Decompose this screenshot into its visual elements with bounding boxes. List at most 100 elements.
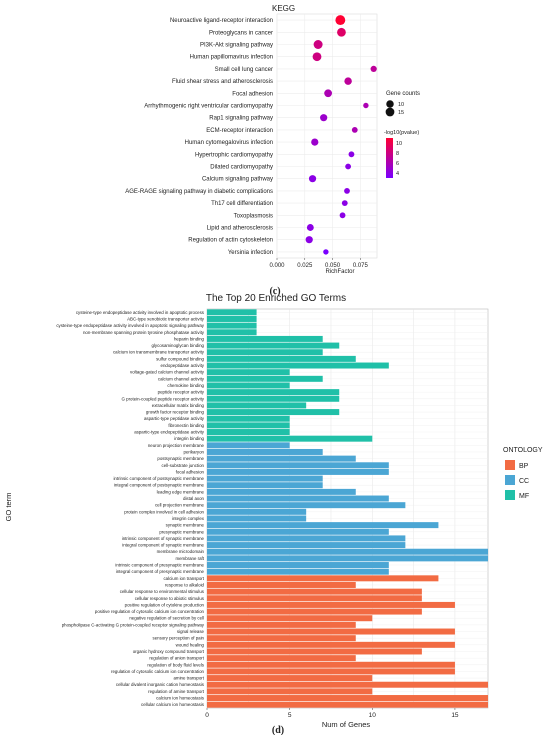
kegg-point xyxy=(311,138,319,146)
go-x-tick-label: 5 xyxy=(288,712,292,719)
go-bar xyxy=(207,555,488,562)
pvalue-colorbar-tick-label: 4 xyxy=(396,171,399,177)
go-term-label: calcium ion transmembrane transporter ac… xyxy=(113,350,205,355)
kegg-title: KEGG xyxy=(272,4,295,13)
go-bar xyxy=(207,409,340,416)
go-bar xyxy=(207,502,406,509)
pvalue-colorbar-tick-label: 6 xyxy=(396,161,399,167)
go-bar xyxy=(207,488,356,495)
ontology-legend: ONTOLOGY BP CC MF xyxy=(503,447,543,500)
go-term-label: cysteine-type endopeptidase activity inv… xyxy=(76,310,205,315)
go-bar xyxy=(207,548,488,555)
go-title: The Top 20 Enriched GO Terms xyxy=(206,293,346,304)
go-term-label: amine transport xyxy=(173,676,204,681)
kegg-pathway-label: Lipid and atherosclerosis xyxy=(207,226,273,232)
go-bar xyxy=(207,568,389,575)
go-bar xyxy=(207,382,290,389)
kegg-x-axis-label: RichFactor xyxy=(325,269,354,275)
go-bar xyxy=(207,329,257,336)
go-term-label: endopeptidase activity xyxy=(161,363,205,368)
go-term-label: intrinsic component of presynaptic membr… xyxy=(115,563,204,568)
go-term-label: distal axon xyxy=(183,496,205,501)
go-bar xyxy=(207,675,373,682)
kegg-x-tick-label: 0.025 xyxy=(297,263,313,269)
go-term-label: ABC-type xenobiotic transporter activity xyxy=(127,316,205,321)
go-bar xyxy=(207,309,257,316)
ontology-legend-swatch xyxy=(505,460,515,470)
go-term-label: cellular response to environmental stimu… xyxy=(120,589,205,594)
pvalue-colorbar-tick-label: 10 xyxy=(396,141,402,147)
ontology-legend-swatch xyxy=(505,475,515,485)
kegg-pathway-label: Regulation of actin cytoskeleton xyxy=(188,238,273,244)
go-bar xyxy=(207,495,389,502)
kegg-point xyxy=(339,212,346,219)
go-term-label: glycosaminoglycan binding xyxy=(152,343,205,348)
kegg-pathway-label: ECM-receptor interaction xyxy=(206,128,273,134)
go-term-label: peptide receptor activity xyxy=(158,390,205,395)
pvalue-colorbar xyxy=(386,138,393,178)
go-term-label: sensory perception of pain xyxy=(153,636,205,641)
go-term-label: sulfur compound binding xyxy=(156,356,204,361)
go-term-label: aspartic-type peptidase activity xyxy=(144,416,205,421)
panel-c-caption: (c) xyxy=(269,286,280,297)
go-bar xyxy=(207,415,290,422)
kegg-pathway-label: Focal adhesion xyxy=(232,91,273,97)
go-term-label: growth factor receptor binding xyxy=(146,410,205,415)
go-term-label: integrin complex xyxy=(172,516,205,521)
go-plot-panel xyxy=(206,308,489,709)
kegg-pathway-label: Toxoplasmosis xyxy=(234,213,273,219)
kegg-points xyxy=(305,15,377,255)
gene-counts-legend-dot xyxy=(385,107,395,117)
go-bar xyxy=(207,701,488,708)
kegg-pathway-label: Fluid shear stress and atherosclerosis xyxy=(172,79,273,85)
go-term-label: integrin binding xyxy=(174,436,204,441)
go-bar xyxy=(207,322,257,329)
go-bar xyxy=(207,522,439,529)
kegg-x-ticks: 0.000 0.025 0.050 0.075 xyxy=(269,258,369,269)
kegg-pathway-label: PI3K-Akt signaling pathway xyxy=(200,43,273,49)
go-bar xyxy=(207,435,373,442)
go-term-label: intrinsic component of postsynaptic memb… xyxy=(113,476,204,481)
go-term-label: heparin binding xyxy=(174,336,205,341)
go-bar xyxy=(207,575,439,582)
go-bar xyxy=(207,608,422,615)
go-term-label: fibronectin binding xyxy=(168,423,204,428)
go-x-ticks: 0 5 10 15 xyxy=(205,708,459,719)
kegg-pathway-label: Hypertrophic cardiomyopathy xyxy=(195,152,273,158)
kegg-x-tick-label: 0.050 xyxy=(325,263,341,269)
go-bar xyxy=(207,528,389,535)
go-bar xyxy=(207,482,323,489)
go-term-label: G protein-coupled peptide receptor activ… xyxy=(122,396,205,401)
ontology-legend-items: BP CC MF xyxy=(505,460,529,500)
gene-counts-legend-dot xyxy=(386,100,394,108)
kegg-point xyxy=(370,65,377,73)
kegg-pathway-label: Yersinia infection xyxy=(228,250,273,256)
go-bar xyxy=(207,369,290,376)
go-bar xyxy=(207,355,356,362)
go-bar xyxy=(207,542,406,549)
go-bar xyxy=(207,389,340,396)
go-bar xyxy=(207,668,455,675)
kegg-pathway-label: Th17 cell differentiation xyxy=(211,201,273,207)
go-bar xyxy=(207,395,340,402)
go-bar xyxy=(207,588,422,595)
kegg-point xyxy=(320,114,328,122)
pvalue-colorbar-ticks: 10 8 6 4 xyxy=(396,141,402,177)
go-x-tick-label: 15 xyxy=(451,712,459,719)
go-bar xyxy=(207,628,455,635)
go-bar xyxy=(207,455,356,462)
kegg-point xyxy=(363,102,369,109)
go-term-labels: cysteine-type endopeptidase activity inv… xyxy=(56,310,204,707)
kegg-point xyxy=(306,224,314,231)
ontology-legend-title: ONTOLOGY xyxy=(503,447,543,454)
go-term-label: cellular calcium ion homeostasis xyxy=(141,702,205,707)
kegg-dot-plot: KEGG Neuroactive ligand-receptor interac… xyxy=(125,4,420,297)
gene-counts-legend-title: Gene counts xyxy=(386,91,420,97)
go-bar xyxy=(207,335,323,342)
go-x-tick-label: 10 xyxy=(369,712,377,719)
go-term-label: calcium channel activity xyxy=(158,376,205,381)
go-term-label: chemokine binding xyxy=(167,383,204,388)
go-bar xyxy=(207,635,356,642)
